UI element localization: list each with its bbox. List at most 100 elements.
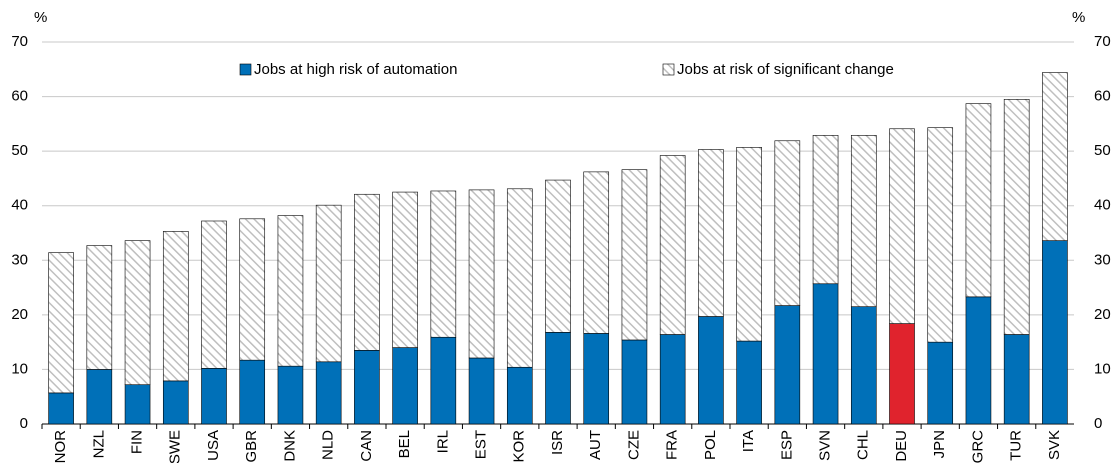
bar-segment [86,369,113,425]
bar-segment [48,252,74,394]
bar-segment [48,392,74,425]
y2-tick-label: 70 [1094,33,1111,50]
x-tick-label: CHL [855,430,872,460]
bar-segment [124,240,151,386]
x-tick-label: FIN [129,430,146,454]
bar-segment [850,306,877,425]
bar-segment [1042,240,1068,425]
y-tick-label: 60 [11,88,28,105]
bar-segment [889,128,915,324]
x-tick-label: ISR [549,430,566,455]
bar-segment [1003,99,1030,335]
bar-segment [927,341,954,425]
x-tick-label: EST [473,430,490,459]
bar-segment [468,189,495,359]
bar-segment [698,316,724,425]
bar-segment [239,359,266,425]
y2-tick-label: 40 [1094,197,1111,214]
x-tick-label: BEL [396,430,413,458]
bar-segment [1003,334,1030,425]
bar-segment [621,169,648,341]
bar-segment [86,245,113,370]
bar-segment [889,323,915,425]
bar-segment [736,147,762,342]
bar-segment [545,179,571,333]
y2-tick-label: 0 [1094,415,1102,432]
bar-segment [850,135,877,307]
y-tick-label: 30 [11,251,28,268]
y-axis-label: % [34,9,47,26]
bar-segment [659,334,686,425]
bar-segment [468,357,495,425]
x-tick-label: JPN [931,430,948,458]
y2-tick-label: 30 [1094,251,1111,268]
bar-segment [506,188,533,368]
bar-segment [315,204,342,363]
legend-swatch [239,63,252,76]
bar-segment [506,366,533,425]
x-tick-label: FRA [664,430,681,460]
legend-swatch [662,63,675,76]
x-tick-label: DNK [281,430,298,462]
bar-segment [162,231,189,382]
bar-segment [430,336,457,425]
bar-segment [583,333,610,425]
y-tick-label: 70 [11,33,28,50]
legend-label: Jobs at risk of significant change [677,61,894,78]
bar-segment [774,140,801,306]
x-tick-label: AUT [587,430,604,460]
y2-tick-label: 60 [1094,88,1111,105]
bar-segment [201,368,227,425]
bar-segment [659,155,686,335]
y2-tick-label: 50 [1094,142,1111,159]
bar-segment [124,384,151,425]
x-tick-label: POL [702,430,719,460]
x-tick-label: CZE [625,430,642,460]
x-tick-label: KOR [511,430,528,463]
x-tick-label: GRC [969,430,986,463]
x-tick-label: IRL [434,430,451,453]
bar-segment [392,347,418,425]
bar-segment [201,220,227,369]
y-tick-label: 20 [11,306,28,323]
x-tick-label: ITA [740,430,757,452]
x-tick-label: TUR [1008,430,1025,461]
bar-segment [277,365,304,425]
bar-segment [315,361,342,425]
bar-segment [812,135,839,285]
x-tick-label: GBR [243,430,260,463]
x-tick-label: CAN [358,430,375,462]
y2-tick-label: 10 [1094,360,1111,377]
bar-segment [621,339,648,425]
x-tick-label: SVN [817,430,834,461]
bar-segment [965,296,992,425]
x-tick-label: SVK [1046,430,1063,460]
x-tick-label: NLD [320,430,337,460]
y-tick-label: 50 [11,142,28,159]
bar-segment [239,218,266,361]
x-tick-label: DEU [893,430,910,462]
bar-segment [354,193,380,351]
bar-segment [698,149,724,317]
x-tick-label: ESP [778,430,795,460]
x-tick-label: SWE [167,430,184,463]
x-tick-label: NOR [52,430,69,463]
bar-segment [392,191,418,348]
y-tick-label: 10 [11,360,28,377]
x-tick-label: NZL [90,430,107,458]
legend-label: Jobs at high risk of automation [254,61,457,78]
x-tick-label: USA [205,430,222,461]
bar-segment [927,127,954,343]
bar-segment [430,190,457,338]
bar-segment [774,305,801,425]
bar-segment [1042,72,1068,241]
y-tick-label: 40 [11,197,28,214]
bar-segment [277,215,304,367]
y-tick-label: 0 [20,415,28,432]
bar-segment [812,283,839,425]
bar-segment [583,171,610,334]
bar-segment [965,103,992,298]
bar-segment [736,340,762,425]
bar-segment [545,332,571,425]
